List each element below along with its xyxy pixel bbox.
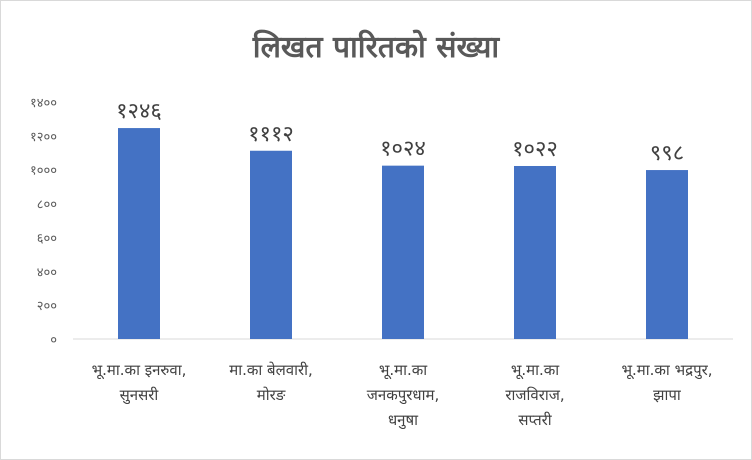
x-category-label: सुनसरी <box>120 386 160 405</box>
y-tick-label: २०० <box>37 299 57 314</box>
x-category-label: भू.मा.का भद्रपुर, <box>621 361 712 380</box>
x-category-label: भू.मा.का <box>379 361 428 380</box>
bar <box>250 150 292 339</box>
data-label: १११२ <box>248 122 294 147</box>
y-tick-label: ४०० <box>37 265 57 280</box>
bar <box>382 165 424 339</box>
chart-title: लिखत पारितको संख्या <box>252 30 500 65</box>
bar <box>646 170 688 339</box>
data-label: १०२२ <box>512 137 558 162</box>
x-category-label: राजविराज, <box>505 386 564 404</box>
y-tick-label: १२०० <box>30 130 57 145</box>
x-category-label: भू.मा.का इनरुवा, <box>92 361 187 380</box>
x-category-label: मोरङ <box>257 386 286 404</box>
x-category-label: धनुषा <box>388 411 419 430</box>
x-category-label: जनकपुरधाम, <box>367 386 439 405</box>
x-category-label: मा.का बेलवारी, <box>229 361 313 379</box>
data-label: १०२४ <box>380 137 426 162</box>
x-category-label: भू.मा.का <box>511 361 560 380</box>
y-tick-label: ६०० <box>37 231 57 246</box>
x-category-label: झापा <box>653 386 682 404</box>
data-label: १२४६ <box>116 99 162 124</box>
y-tick-label: ८०० <box>37 198 57 213</box>
bar <box>514 165 556 339</box>
x-category-label: सप्तरी <box>518 411 552 429</box>
bar <box>118 128 160 339</box>
y-tick-label: १४०० <box>30 96 57 111</box>
y-tick-label: १००० <box>30 164 57 179</box>
y-tick-label: ० <box>50 333 57 348</box>
data-label: ९९८ <box>650 141 684 166</box>
